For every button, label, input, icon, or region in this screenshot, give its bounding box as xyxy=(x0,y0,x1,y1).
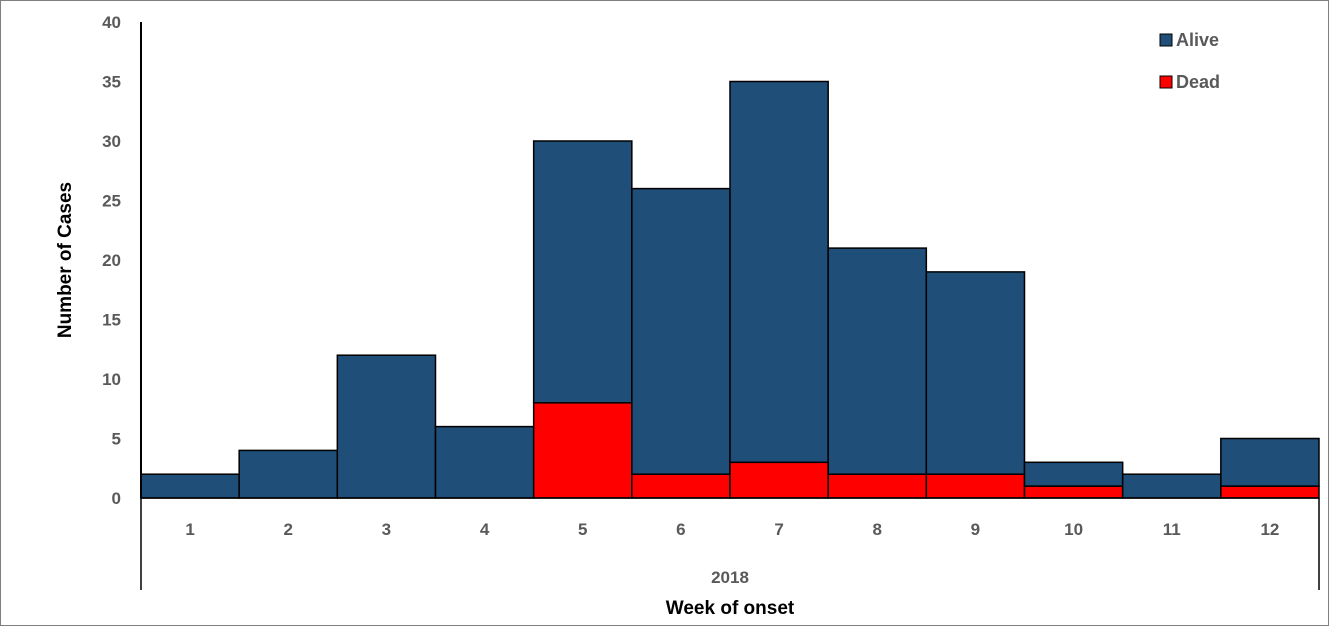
bar-dead-week-9 xyxy=(925,473,1026,499)
x-group-label: 2018 xyxy=(711,568,749,587)
x-tick-label: 11 xyxy=(1163,520,1181,539)
x-tick-label: 1 xyxy=(185,520,194,539)
bar-alive-week-4 xyxy=(434,425,535,499)
y-tick-label: 20 xyxy=(102,251,121,270)
y-tick-label: 5 xyxy=(112,430,121,449)
x-tick-label: 8 xyxy=(873,520,882,539)
x-tick-label: 12 xyxy=(1260,520,1279,539)
bar-alive-week-7 xyxy=(729,80,829,464)
x-tick-label: 10 xyxy=(1064,520,1083,539)
legend-label-alive: Alive xyxy=(1176,30,1219,50)
bar-dead-week-10 xyxy=(1023,485,1124,499)
x-tick-label: 3 xyxy=(382,520,391,539)
bar-alive-week-12 xyxy=(1220,437,1320,487)
bar-alive-week-11 xyxy=(1121,473,1222,499)
y-tick-label: 25 xyxy=(102,192,121,211)
bar-dead-week-12 xyxy=(1220,485,1320,499)
y-tick-label: 30 xyxy=(102,132,121,151)
x-tick-label: 6 xyxy=(676,520,685,539)
x-tick-label: 4 xyxy=(480,520,490,539)
bar-dead-week-5 xyxy=(532,402,633,499)
y-tick-label: 40 xyxy=(102,13,121,32)
bar-alive-week-6 xyxy=(631,187,731,475)
y-tick-label: 10 xyxy=(102,370,121,389)
bar-alive-week-2 xyxy=(238,449,339,499)
axes-layer xyxy=(140,22,1320,590)
bar-alive-week-5 xyxy=(532,140,633,404)
bar-alive-week-9 xyxy=(925,271,1026,475)
y-tick-label: 35 xyxy=(102,73,121,92)
bar-dead-week-6 xyxy=(631,473,731,499)
bar-dead-week-8 xyxy=(827,473,928,499)
legend-label-dead: Dead xyxy=(1176,72,1220,92)
y-axis-title: Number of Cases xyxy=(55,182,76,338)
x-tick-label: 9 xyxy=(971,520,980,539)
legend-swatch-dead xyxy=(1159,75,1173,89)
bar-alive-week-1 xyxy=(140,473,240,499)
bars-layer xyxy=(140,80,1320,499)
x-axis-title: Week of onset xyxy=(666,598,795,619)
y-tick-labels: 0 5 10 15 20 25 30 35 40 xyxy=(102,13,121,508)
x-tick-label: 2 xyxy=(284,520,293,539)
bar-alive-week-10 xyxy=(1023,461,1124,487)
x-tick-label: 5 xyxy=(578,520,587,539)
legend: Alive Dead xyxy=(1159,30,1220,92)
x-tick-labels: 1 2 3 4 5 6 7 8 9 10 11 12 xyxy=(185,520,1279,539)
y-tick-label: 0 xyxy=(112,489,121,508)
y-tick-label: 15 xyxy=(102,311,121,330)
bar-dead-week-7 xyxy=(729,461,829,499)
legend-swatch-alive xyxy=(1159,33,1173,47)
x-tick-label: 7 xyxy=(774,520,783,539)
bar-alive-week-3 xyxy=(336,354,437,499)
bar-alive-week-8 xyxy=(827,247,928,475)
